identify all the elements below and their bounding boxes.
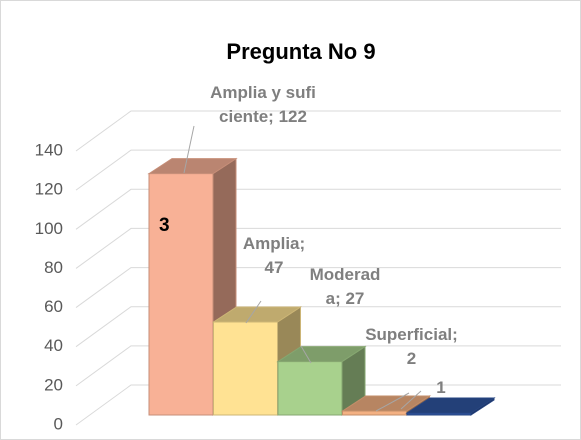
chart-title: Pregunta No 9	[226, 39, 375, 64]
leader-line	[300, 345, 312, 364]
y-tick-label: 100	[35, 219, 63, 238]
grid-line	[75, 267, 561, 308]
grid-line	[75, 384, 561, 426]
bar-face	[148, 173, 214, 416]
y-tick-label: 140	[35, 140, 63, 159]
y-tick-label: 0	[54, 414, 63, 433]
bar-face	[406, 412, 472, 416]
bar	[276, 345, 367, 416]
leader-line	[245, 300, 262, 324]
data-label: Moderada; 27	[309, 265, 381, 308]
leader-line	[183, 125, 195, 174]
bar-face	[342, 410, 407, 416]
grid-line	[75, 149, 561, 191]
bar	[405, 397, 496, 416]
y-tick-label: 80	[44, 258, 63, 277]
grid-line	[75, 345, 561, 387]
leader-line	[400, 390, 422, 410]
annotation: 3	[159, 215, 170, 236]
y-tick-label: 40	[44, 336, 63, 355]
grid-line	[75, 110, 561, 152]
data-label: 1	[436, 378, 446, 397]
bar-face	[277, 361, 343, 416]
bar-face	[213, 321, 278, 416]
y-tick-label: 20	[44, 375, 63, 394]
leader-line	[375, 392, 410, 412]
grid-line	[75, 188, 561, 230]
y-tick-label: 120	[35, 180, 63, 199]
data-label: Amplia; 47	[242, 234, 306, 277]
grid-line	[75, 306, 561, 348]
data-label: Amplia y suficiente; 122	[210, 83, 316, 126]
data-label: Superficial; 2	[365, 325, 458, 368]
y-tick-label: 60	[44, 297, 63, 316]
grid-line	[75, 227, 561, 269]
